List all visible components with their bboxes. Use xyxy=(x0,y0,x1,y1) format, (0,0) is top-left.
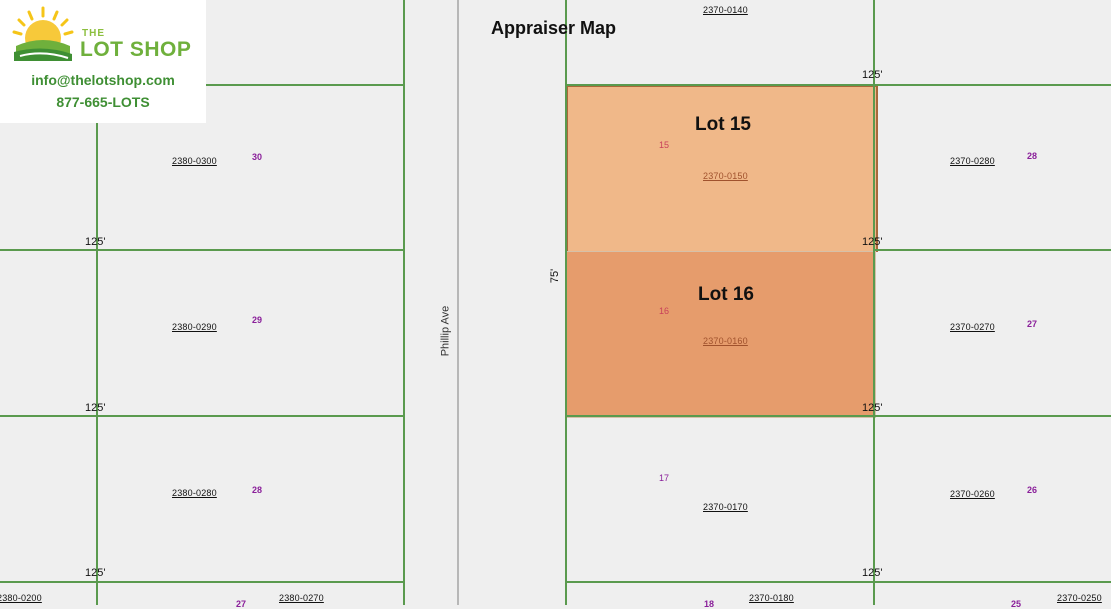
grid-line xyxy=(565,0,567,605)
parcel-id: 2370-0260 xyxy=(950,489,995,499)
lot-15-label: Lot 15 xyxy=(695,114,751,135)
dimension-label: 75' xyxy=(549,268,562,284)
parcel-id: 2370-0170 xyxy=(703,502,748,512)
grid-line xyxy=(206,84,404,86)
lot-15-parcel[interactable] xyxy=(566,85,878,252)
grid-line xyxy=(873,0,875,605)
grid-line xyxy=(0,415,404,417)
grid-line xyxy=(874,249,1111,251)
lot-number: 28 xyxy=(1027,151,1038,161)
grid-line xyxy=(96,0,98,605)
lot-16-label: Lot 16 xyxy=(698,284,754,305)
lot-number: 17 xyxy=(659,473,670,483)
parcel-id: 2380-0200 xyxy=(0,593,42,603)
lot-shop-logo-box: THE LOT SHOP info@thelotshop.com 877-665… xyxy=(0,0,206,123)
parcel-id: 2370-0270 xyxy=(950,322,995,332)
sun-field-icon xyxy=(12,6,74,61)
parcel-id: 2370-0280 xyxy=(950,156,995,166)
grid-line xyxy=(566,415,1111,417)
lot-number: 15 xyxy=(659,140,670,150)
parcel-id: 2370-0160 xyxy=(703,336,748,346)
parcel-id: 2370-0250 xyxy=(1057,593,1102,603)
lot-number: 29 xyxy=(252,315,263,325)
dimension-label: 125' xyxy=(862,236,883,248)
dimension-label: 125' xyxy=(862,402,883,414)
map-title: Appraiser Map xyxy=(491,18,617,38)
grid-line xyxy=(0,581,404,583)
parcel-id: 2370-0150 xyxy=(703,171,748,181)
dimension-label: 125' xyxy=(862,69,883,81)
phillip-ave-road xyxy=(457,0,459,605)
dimension-label: 125' xyxy=(85,236,106,248)
contact-email[interactable]: info@thelotshop.com xyxy=(31,72,175,88)
parcel-id: 2370-0180 xyxy=(749,593,794,603)
lot-number: 18 xyxy=(704,599,715,609)
lot-number: 30 xyxy=(252,152,263,162)
parcel-id: 2380-0290 xyxy=(172,322,217,332)
contact-phone[interactable]: 877-665-LOTS xyxy=(56,94,150,110)
lot-number: 28 xyxy=(252,485,263,495)
lot-number: 25 xyxy=(1011,599,1022,609)
lot-number: 16 xyxy=(659,306,670,316)
logo-name: LOT SHOP xyxy=(80,38,192,61)
dimension-label: 125' xyxy=(862,567,883,579)
parcel-id: 2380-0300 xyxy=(172,156,217,166)
grid-line xyxy=(0,249,404,251)
street-label: Phillip Ave xyxy=(439,305,452,357)
grid-line xyxy=(566,84,1111,86)
grid-line xyxy=(566,581,1111,583)
lot-number: 27 xyxy=(1027,319,1038,329)
lot-number: 27 xyxy=(236,599,247,609)
parcel-id: 2380-0280 xyxy=(172,488,217,498)
lot-16-parcel[interactable] xyxy=(566,251,876,418)
dimension-label: 125' xyxy=(85,567,106,579)
lot-number: 26 xyxy=(1027,485,1038,495)
parcel-id: 2380-0270 xyxy=(279,593,324,603)
grid-line xyxy=(403,0,405,605)
dimension-label: 125' xyxy=(85,402,106,414)
logo-the-text: THE xyxy=(82,28,105,39)
parcel-id: 2370-0140 xyxy=(703,5,748,15)
